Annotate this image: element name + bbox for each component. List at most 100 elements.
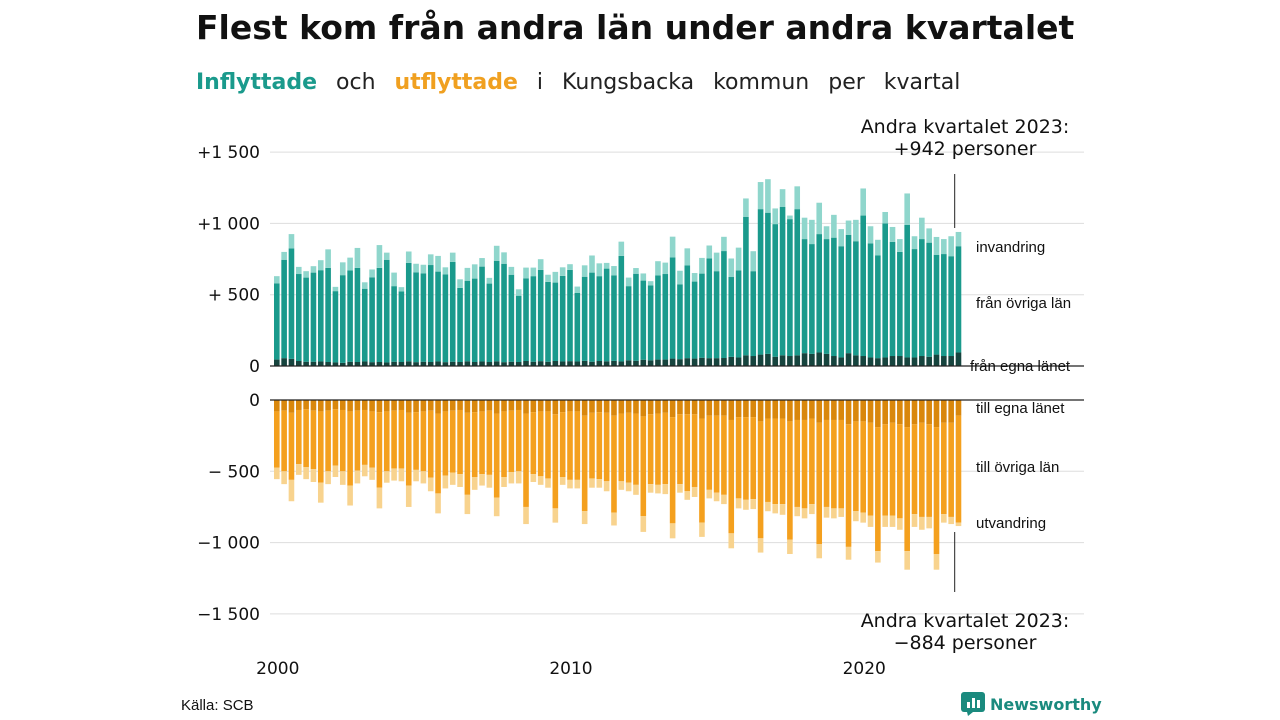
bar-in-immigration <box>420 264 427 274</box>
bar-out-own-county <box>955 400 962 416</box>
bar-in-other-counties <box>442 274 449 363</box>
bar-in-own-county <box>684 358 691 366</box>
bar-out-own-county <box>655 400 661 414</box>
bar-out-emigration <box>794 506 801 517</box>
bar-out-other-counties <box>655 413 661 485</box>
bar-out-own-county <box>611 400 617 416</box>
bar-in-own-county <box>809 353 815 366</box>
bar-out-emigration <box>530 474 537 482</box>
bar-out-own-county <box>464 400 471 413</box>
bar-out-own-county <box>889 400 896 423</box>
bar-out-own-county <box>405 400 412 413</box>
bar-in-own-county <box>427 362 434 366</box>
bar-out-other-counties <box>537 411 544 477</box>
bar-in-own-county <box>493 361 500 366</box>
bar-in-own-county <box>875 358 881 366</box>
bar-out-other-counties <box>611 415 617 513</box>
bar-in-other-counties <box>559 275 566 362</box>
bar-out-emigration <box>860 512 866 523</box>
chart-title: Flest kom från andra län under andra kva… <box>196 8 1075 47</box>
bar-in-other-counties <box>713 271 720 359</box>
bar-in-other-counties <box>391 286 397 362</box>
bar-out-other-counties <box>486 410 493 475</box>
bar-in-immigration <box>955 231 962 247</box>
y-tick-label: 0 <box>249 391 260 411</box>
bar-in-immigration <box>457 279 463 288</box>
bar-out-emigration <box>772 504 779 514</box>
bar-in-own-county <box>567 361 573 366</box>
bar-out-other-counties <box>391 410 397 469</box>
brand-name: Newsworthy <box>990 694 1102 714</box>
bar-in-other-counties <box>603 268 610 362</box>
bar-out-other-counties <box>427 410 434 478</box>
bar-out-own-county <box>303 400 309 410</box>
bar-in-immigration <box>464 267 471 281</box>
bar-in-own-county <box>303 361 309 366</box>
bar-out-own-county <box>933 400 940 428</box>
bar-out-other-counties <box>405 412 412 486</box>
bar-out-emigration <box>904 551 910 570</box>
bar-out-other-counties <box>728 419 735 534</box>
bar-in-other-counties <box>911 249 918 358</box>
bar-out-other-counties <box>354 410 361 471</box>
bar-in-other-counties <box>860 215 866 357</box>
bar-in-own-county <box>274 359 280 366</box>
bar-out-own-county <box>413 400 419 413</box>
bar-in-immigration <box>647 281 654 286</box>
bar-in-immigration <box>779 189 786 208</box>
bar-out-emigration <box>295 464 302 475</box>
bar-in-immigration <box>310 266 317 273</box>
bar-out-emigration <box>787 539 793 555</box>
bar-in-other-counties <box>317 270 324 362</box>
bar-out-other-counties <box>523 413 529 507</box>
bar-in-other-counties <box>889 241 896 357</box>
bar-in-own-county <box>772 356 779 366</box>
y-tick-label: +1 500 <box>197 143 260 163</box>
bar-out-emigration <box>611 512 617 526</box>
bar-out-own-county <box>669 400 676 418</box>
bar-in-own-county <box>332 362 339 366</box>
bar-out-other-counties <box>442 411 449 476</box>
bar-in-own-county <box>347 361 353 366</box>
bar-in-immigration <box>897 239 903 252</box>
bar-in-other-counties <box>545 281 551 362</box>
bar-out-other-counties <box>706 415 713 490</box>
bar-in-other-counties <box>757 209 764 355</box>
bar-in-other-counties <box>611 275 617 361</box>
subtitle-utflyttade: utflyttade <box>394 70 518 95</box>
bar-out-other-counties <box>801 419 808 509</box>
bar-out-other-counties <box>640 416 647 517</box>
bar-in-other-counties <box>530 276 537 362</box>
bar-in-immigration <box>618 241 625 256</box>
bar-in-own-county <box>787 356 793 366</box>
bar-in-immigration <box>501 252 507 264</box>
bar-out-emigration <box>941 514 947 523</box>
bar-in-immigration <box>317 260 324 271</box>
series-label-fran-ovriga-lan: från övriga län <box>976 295 1071 312</box>
bar-in-other-counties <box>457 287 463 363</box>
bar-out-own-county <box>904 400 910 428</box>
bar-in-own-county <box>750 356 757 366</box>
subtitle-place: Kungsbacka <box>562 70 695 95</box>
bar-out-emigration <box>574 479 581 489</box>
bar-out-other-counties <box>904 427 910 552</box>
bar-out-other-counties <box>449 410 456 473</box>
bar-in-immigration <box>772 208 779 225</box>
bar-out-own-county <box>332 400 339 410</box>
bar-in-other-counties <box>699 273 705 358</box>
bar-out-other-counties <box>955 415 962 523</box>
bar-out-other-counties <box>721 415 727 495</box>
bar-in-own-county <box>801 353 808 366</box>
bar-in-immigration <box>948 236 954 257</box>
bar-in-immigration <box>479 258 485 267</box>
bar-in-own-county <box>479 361 485 366</box>
bar-out-other-counties <box>339 409 346 472</box>
bar-out-emigration <box>347 485 353 506</box>
bar-out-emigration <box>405 485 412 507</box>
bar-in-own-county <box>823 353 830 366</box>
bar-out-emigration <box>911 514 918 527</box>
bar-in-other-counties <box>596 276 603 362</box>
bar-out-own-county <box>845 400 852 425</box>
bar-in-immigration <box>794 186 801 210</box>
bar-in-immigration <box>904 193 910 225</box>
